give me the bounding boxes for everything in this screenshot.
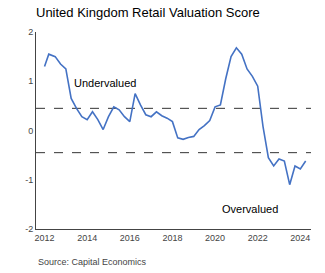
svg-text:-2: -2 — [25, 224, 33, 234]
svg-text:2020: 2020 — [205, 233, 225, 243]
svg-text:United Kingdom Retail Valuatio: United Kingdom Retail Valuation Score — [36, 5, 260, 20]
svg-text:2018: 2018 — [162, 233, 182, 243]
svg-text:2022: 2022 — [248, 233, 268, 243]
svg-text:-1: -1 — [25, 175, 33, 185]
svg-text:2012: 2012 — [35, 233, 55, 243]
svg-text:2016: 2016 — [120, 233, 140, 243]
svg-text:2: 2 — [28, 27, 33, 37]
svg-text:2024: 2024 — [290, 233, 310, 243]
svg-text:1: 1 — [28, 76, 33, 86]
svg-text:Undervalued: Undervalued — [74, 77, 136, 89]
svg-text:2014: 2014 — [77, 233, 97, 243]
svg-text:Source: Capital Economics: Source: Capital Economics — [38, 257, 147, 267]
svg-text:0: 0 — [28, 126, 33, 136]
svg-text:Overvalued: Overvalued — [222, 203, 278, 215]
